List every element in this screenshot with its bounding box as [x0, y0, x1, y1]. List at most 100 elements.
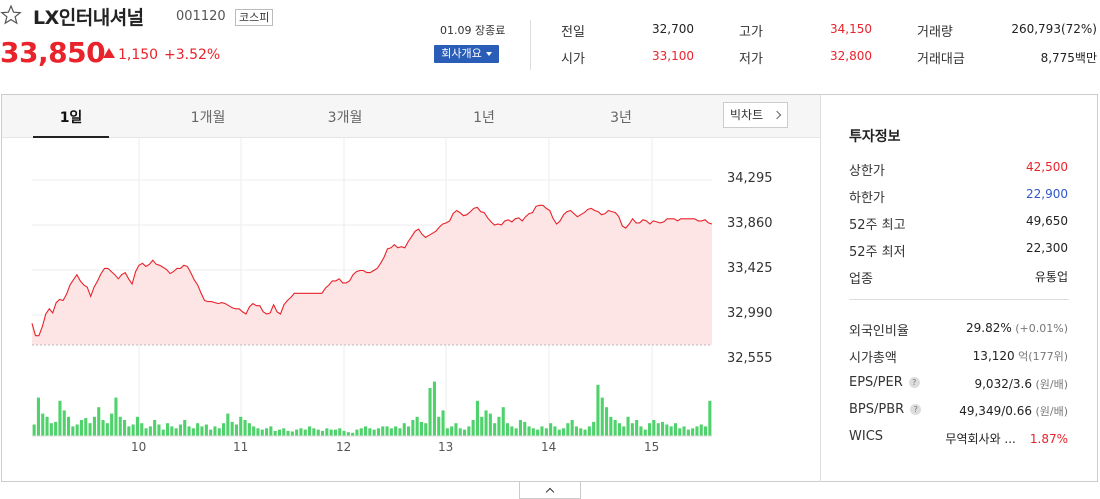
volume-bar	[682, 426, 686, 436]
volume-bar	[652, 420, 656, 436]
volume-bar	[467, 426, 471, 436]
volume-bar	[579, 428, 583, 436]
tab-1day[interactable]: 1일	[59, 110, 83, 126]
info-value-wics[interactable]: 무역회사와 ... 1.87%	[945, 432, 1068, 446]
x-tick-label: 15	[644, 440, 660, 454]
volume-bar	[419, 421, 423, 436]
volume-bar	[62, 410, 66, 436]
company-overview-button[interactable]: 회사개요	[434, 45, 499, 63]
volume-bar	[605, 407, 609, 436]
chart-panel	[1, 94, 1098, 482]
volume-bar	[480, 416, 484, 436]
volume-bar	[484, 410, 488, 436]
volume-bar	[501, 407, 505, 436]
tab-3year[interactable]: 3년	[610, 110, 632, 126]
volume-bar	[79, 420, 83, 436]
tab-1month[interactable]: 1개월	[190, 110, 226, 126]
volume-bar	[88, 423, 92, 436]
bigchart-button[interactable]: 빅차트	[723, 102, 788, 128]
divider	[849, 299, 1069, 300]
volume-bar	[368, 428, 372, 436]
volume-bar	[510, 426, 514, 436]
volume-bar	[58, 400, 62, 436]
volume-bar	[488, 413, 492, 436]
volume-bar	[105, 423, 109, 436]
volume-bar	[635, 420, 639, 436]
volume-bar	[475, 400, 479, 436]
volume-bar	[665, 424, 669, 436]
info-label-52w-high: 52주 최고	[849, 218, 906, 233]
volume-bar	[148, 426, 152, 436]
volume-bar	[351, 432, 355, 436]
volume-bar	[527, 426, 531, 436]
volume-bar	[101, 420, 105, 436]
info-label-52w-low: 52주 최저	[849, 245, 906, 260]
volume-bar	[269, 426, 273, 436]
volume-bar	[355, 429, 359, 436]
volume-bar	[217, 428, 221, 436]
volume-bar	[183, 420, 187, 436]
volume-bar	[514, 428, 518, 436]
current-price: 33,850	[0, 36, 106, 69]
volume-bar	[144, 428, 148, 436]
volume-bar	[178, 424, 182, 436]
caret-down-icon	[485, 52, 492, 56]
volume-bar	[678, 428, 682, 436]
tab-3month[interactable]: 3개월	[327, 110, 363, 126]
volume-bar	[161, 429, 165, 436]
quote-value-high: 34,150	[830, 22, 872, 36]
volume-bar	[71, 426, 75, 436]
volume-bar	[299, 428, 303, 436]
volume-bar	[243, 420, 247, 436]
favorite-star-icon[interactable]	[0, 4, 22, 26]
chevron-up-icon	[545, 487, 555, 497]
volume-bar	[41, 413, 45, 436]
volume-bar	[45, 416, 49, 436]
info-label-upper-limit: 상한가	[849, 164, 885, 179]
info-value-lower-limit: 22,900	[1026, 187, 1068, 201]
volume-bar	[166, 423, 170, 436]
volume-bar	[454, 423, 458, 436]
volume-bar	[600, 397, 604, 436]
company-overview-label: 회사개요	[441, 47, 482, 60]
y-tick-label: 32,990	[727, 306, 773, 321]
chevron-right-icon	[772, 110, 782, 120]
volume-bar	[673, 423, 677, 436]
volume-bar	[84, 418, 88, 436]
x-tick-label: 11	[233, 440, 249, 454]
volume-bar	[411, 420, 415, 436]
y-tick-label: 34,295	[727, 171, 773, 186]
x-tick-label: 14	[541, 440, 557, 454]
volume-bar	[549, 423, 553, 436]
volume-bar	[234, 424, 238, 436]
tab-1year[interactable]: 1년	[473, 110, 495, 126]
volume-bar	[531, 428, 535, 436]
volume-bar	[458, 428, 462, 436]
volume-bar	[385, 426, 389, 436]
help-icon[interactable]: ?	[910, 404, 922, 415]
volume-bar	[97, 407, 101, 436]
collapse-button[interactable]	[519, 482, 581, 499]
volume-bar	[441, 410, 445, 436]
volume-bar	[303, 429, 307, 436]
volume-bar	[321, 430, 325, 436]
info-value-upper-limit: 42,500	[1026, 160, 1068, 174]
price-line	[31, 204, 713, 337]
y-tick-label: 32,555	[727, 351, 773, 366]
quote-value-volume: 260,793(72%)	[1011, 22, 1097, 36]
market-badge: 코스피	[235, 9, 274, 26]
volume-bar	[691, 428, 695, 436]
volume-bar	[247, 423, 251, 436]
volume-bar	[540, 426, 544, 436]
volume-bar	[562, 428, 566, 436]
volume-bar	[118, 416, 122, 436]
volume-bar	[626, 416, 630, 436]
info-label-eps-per: EPS/PER?	[849, 375, 920, 390]
volume-bar	[312, 428, 316, 436]
help-icon[interactable]: ?	[908, 377, 920, 388]
x-tick-label: 10	[131, 440, 147, 454]
x-tick-label: 12	[336, 440, 352, 454]
volume-bar	[295, 429, 299, 436]
quote-value-open: 33,100	[652, 49, 694, 63]
volume-bar	[359, 428, 363, 436]
